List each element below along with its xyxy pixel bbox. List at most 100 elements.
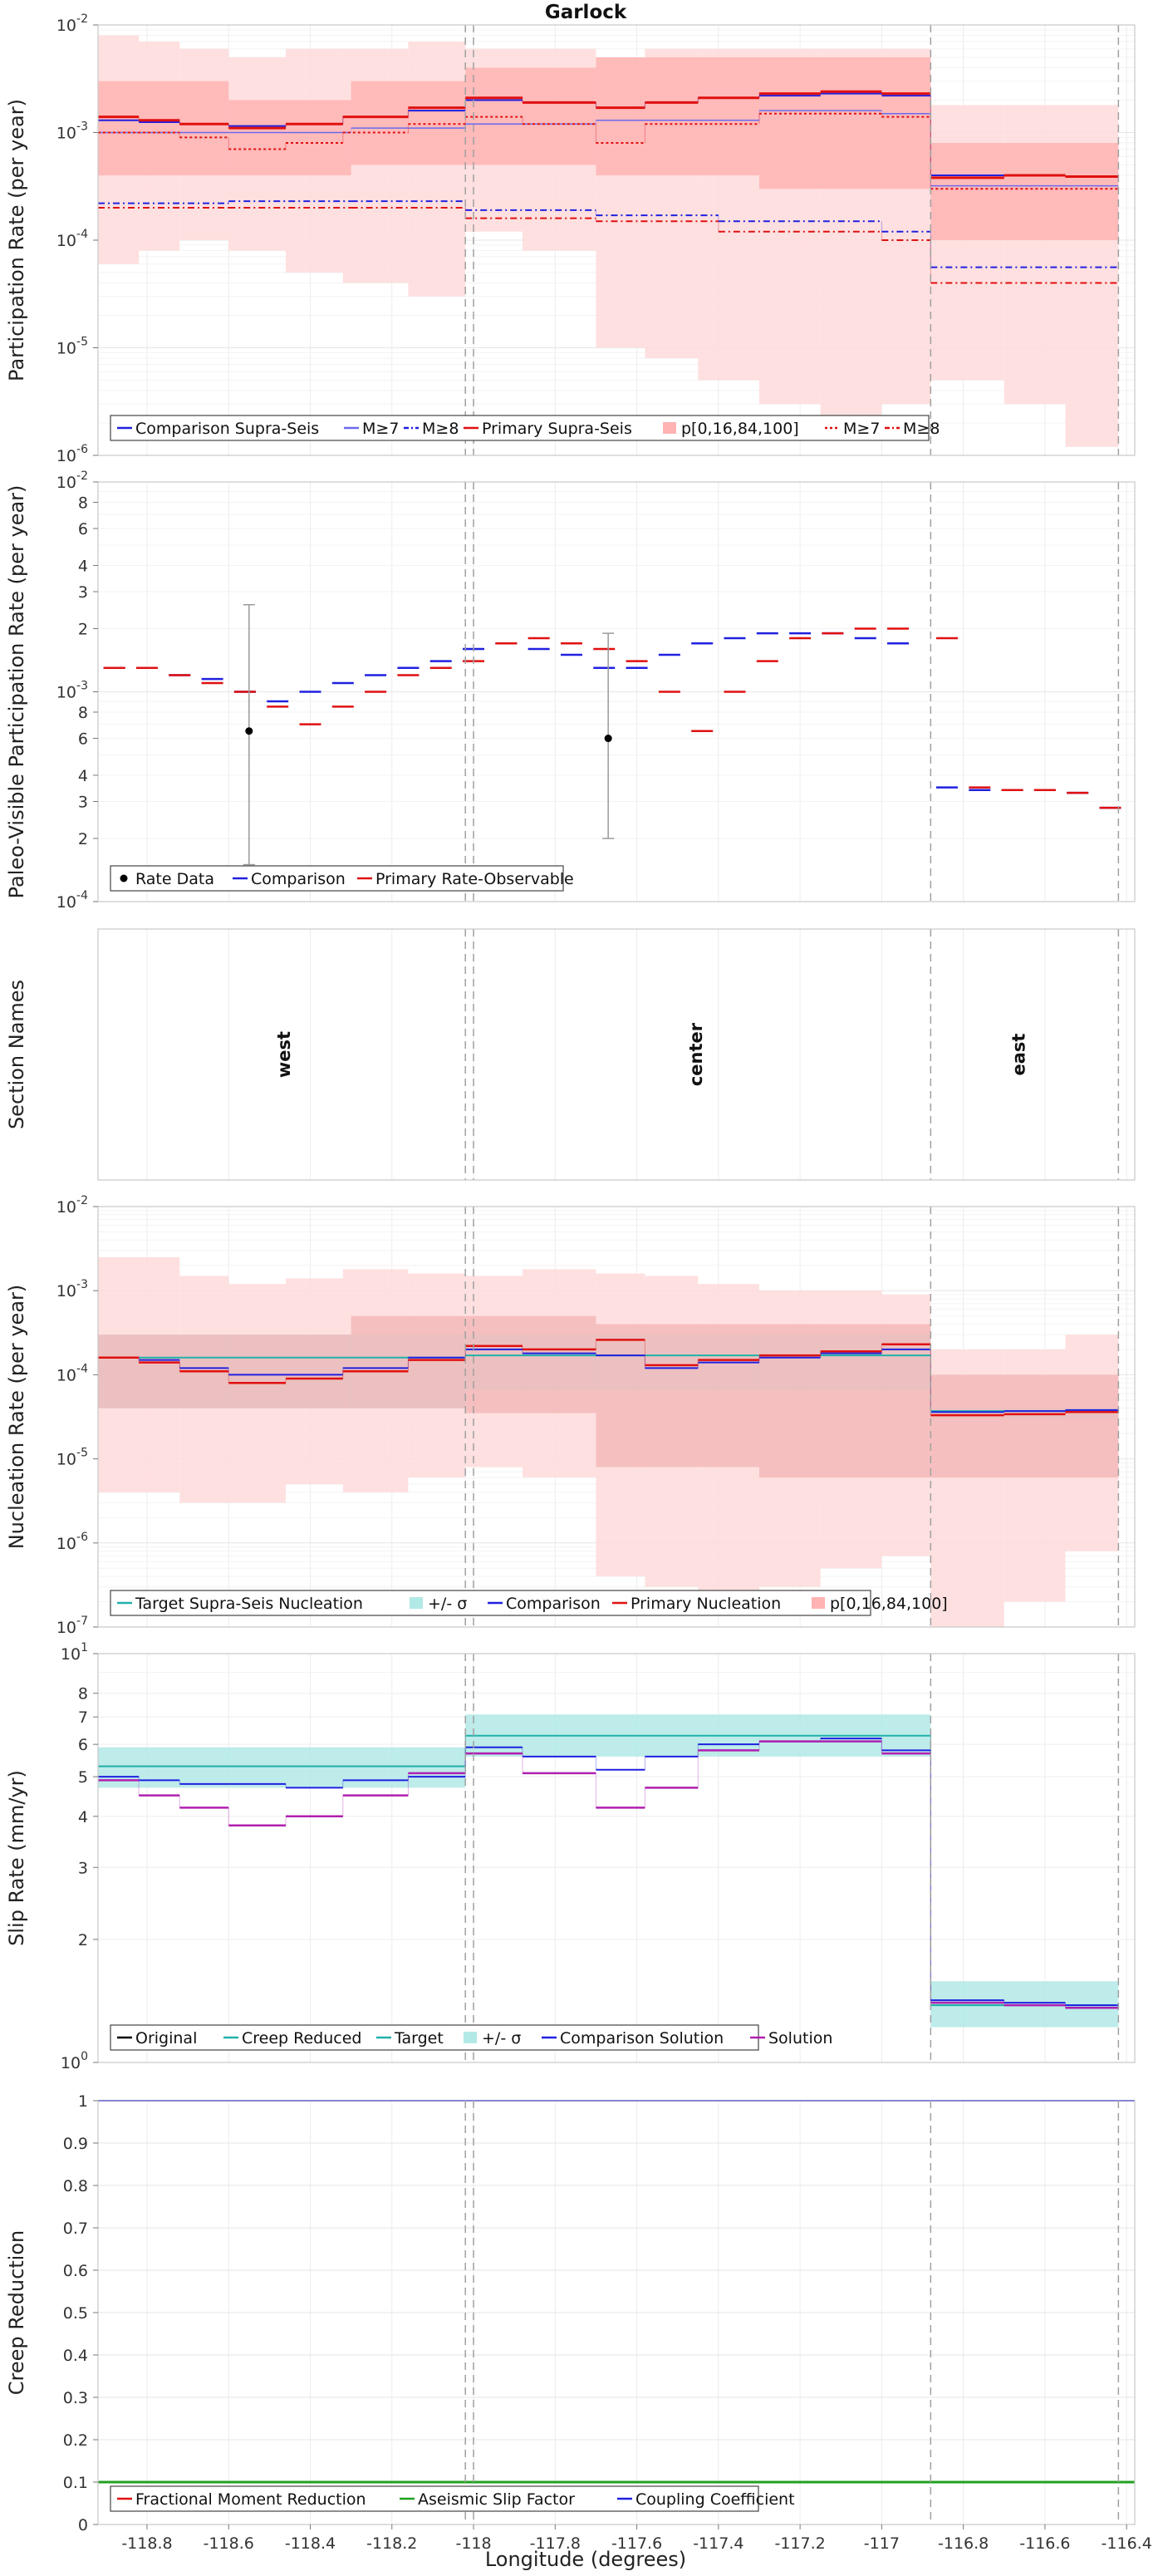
band-rect <box>408 42 466 297</box>
x-tick-labels: -118.8 -118.6 -118.4 -118.2 -118 -117.8 -117.6… <box>121 2524 1152 2553</box>
x-tick-label: -116.8 <box>938 2534 989 2553</box>
y-tick-label: 10-3 <box>56 680 88 702</box>
legend-item: M≥8 <box>885 420 940 438</box>
x-tick-label: -116.4 <box>1102 2534 1152 2553</box>
y-tick-label: 8 <box>78 494 88 512</box>
y-tick-label: 0.5 <box>63 2304 88 2323</box>
x-tick-label: -117.2 <box>774 2534 825 2553</box>
y-tick-label: 0.8 <box>63 2177 88 2195</box>
legend-swatch <box>120 874 128 882</box>
legend-label: Primary Rate-Observable <box>375 870 574 888</box>
band-rect <box>98 1747 466 1788</box>
y-tick-labels-participation: 10-6 10-5 10-4 10-3 10-2 <box>56 12 98 465</box>
y-tick-labels-slip: 100 2 3 4 5 6 7 8 101 <box>61 1641 98 2072</box>
y-tick-label: 10-4 <box>56 1362 88 1384</box>
y-tick-label: 4 <box>78 1808 88 1826</box>
legend-item: Original <box>117 2029 197 2048</box>
series-comparison-m-7 <box>98 110 1119 187</box>
legend-frame <box>110 2485 759 2512</box>
y-axis-label-creep: Creep Reduction <box>5 2230 28 2395</box>
legend-label: p[0,16,84,100] <box>830 1595 948 1613</box>
y-tick-label: 3 <box>78 583 88 602</box>
y-tick-label: 0.7 <box>63 2220 88 2238</box>
panel-slip: 100 2 3 4 5 6 7 8 101 Slip Rate (mm/yr) Original Cr… <box>5 1641 1136 2072</box>
legend-swatch <box>464 2032 477 2043</box>
legend-label: p[0,16,84,100] <box>681 420 799 438</box>
legend-item: Primary Nucleation <box>612 1595 781 1613</box>
legend-item: Primary Rate-Observable <box>357 870 574 888</box>
y-tick-label: 6 <box>78 520 88 538</box>
legend-label: M≥8 <box>903 420 940 438</box>
y-tick-label: 4 <box>78 557 88 575</box>
series-primary-m-8 <box>98 207 1119 284</box>
y-axis-label-participation: Participation Rate (per year) <box>5 99 28 381</box>
legend-label: Target Supra-Seis Nucleation <box>135 1595 363 1613</box>
band-rect <box>596 1324 759 1467</box>
y-tick-label: 10-2 <box>56 12 88 35</box>
series-comparison <box>103 632 1121 809</box>
y-tick-label: 10-3 <box>56 120 88 143</box>
legend-label: Comparison <box>251 870 346 888</box>
legend-label: Original <box>135 2029 197 2048</box>
x-tick-label: -117.6 <box>611 2534 662 2553</box>
y-tick-label: 10-4 <box>56 228 88 250</box>
x-tick-label: -117.8 <box>530 2534 581 2553</box>
legend-label: +/- σ <box>482 2029 521 2048</box>
legend-item: Target <box>376 2029 444 2048</box>
legend-label: Creep Reduced <box>242 2029 361 2048</box>
panel-creep: 0 0.1 0.2 0.3 0.4 0.5 0.6 0.7 0.8 0.9 1 Creep Reduc… <box>5 2092 1136 2534</box>
band-p-16-84-band <box>98 1315 1119 1478</box>
band-rect <box>758 1324 931 1478</box>
legend-item: Target Supra-Seis Nucleation <box>117 1595 363 1613</box>
y-tick-label: 10-2 <box>56 1194 88 1217</box>
y-tick-labels-creep: 0 0.1 0.2 0.3 0.4 0.5 0.6 0.7 0.8 0.9 1 <box>63 2092 98 2534</box>
legend-item: Comparison Supra-Seis <box>117 420 319 438</box>
panel-frame <box>97 1653 1136 2063</box>
band-rect <box>758 57 931 189</box>
band-rect <box>351 1315 466 1408</box>
y-tick-label: 10-3 <box>56 1278 88 1300</box>
x-tick-label: -118.6 <box>204 2534 254 2553</box>
panel-sections: west center east Section Names <box>5 928 1136 1181</box>
panel-participation: 10-6 10-5 10-4 10-3 10-2 Participation Rate (… <box>5 12 1136 465</box>
y-axis-label-slip: Slip Rate (mm/yr) <box>5 1770 28 1946</box>
band-rect <box>98 81 229 176</box>
panel-frame <box>97 928 1136 1181</box>
y-tick-label: 10-4 <box>56 889 88 912</box>
rate-data-marker <box>604 735 612 743</box>
legend-item: Solution <box>750 2029 832 2048</box>
legend-item: Comparison <box>233 870 346 888</box>
series-primary-nucleation <box>98 1339 1119 1417</box>
section-boundaries <box>464 1207 1120 1627</box>
x-tick-label: -118.8 <box>121 2534 172 2553</box>
x-tick-label: -117.4 <box>693 2534 743 2553</box>
y-tick-label: 0.3 <box>63 2389 88 2407</box>
y-tick-label: 0.9 <box>63 2135 88 2153</box>
band-rect <box>228 1335 351 1408</box>
legend-label: Comparison Supra-Seis <box>135 420 319 438</box>
y-tick-label: 10-7 <box>56 1615 88 1637</box>
legend-swatch <box>410 1597 423 1609</box>
y-tick-label: 10-6 <box>56 1531 88 1553</box>
section-boundaries <box>464 482 1120 902</box>
legend-label: Fractional Moment Reduction <box>135 2490 366 2509</box>
y-tick-label: 2 <box>78 620 88 638</box>
legend-label: Coupling Coefficient <box>635 2490 795 2509</box>
legend-label: Comparison <box>506 1595 601 1613</box>
legend-slip: Original Creep Reduced Target +/- σ Comparis… <box>110 2024 832 2051</box>
band-rect <box>596 57 759 176</box>
section-boundaries <box>464 25 1120 455</box>
legend-item: p[0,16,84,100] <box>663 420 799 438</box>
section-boundaries <box>464 1654 1120 2062</box>
y-axis-label-sections: Section Names <box>5 980 28 1129</box>
y-axis-label-nucleation: Nucleation Rate (per year) <box>5 1285 28 1550</box>
legend-label: Solution <box>768 2029 832 2048</box>
legend-item: M≥8 <box>404 420 459 438</box>
y-tick-label: 10-5 <box>56 336 88 358</box>
band-rect <box>465 67 596 165</box>
legend-label: +/- σ <box>428 1595 467 1613</box>
legend-item: M≥7 <box>825 420 880 438</box>
legend-label: Comparison Solution <box>560 2029 724 2048</box>
y-tick-label: 0.2 <box>63 2431 88 2450</box>
